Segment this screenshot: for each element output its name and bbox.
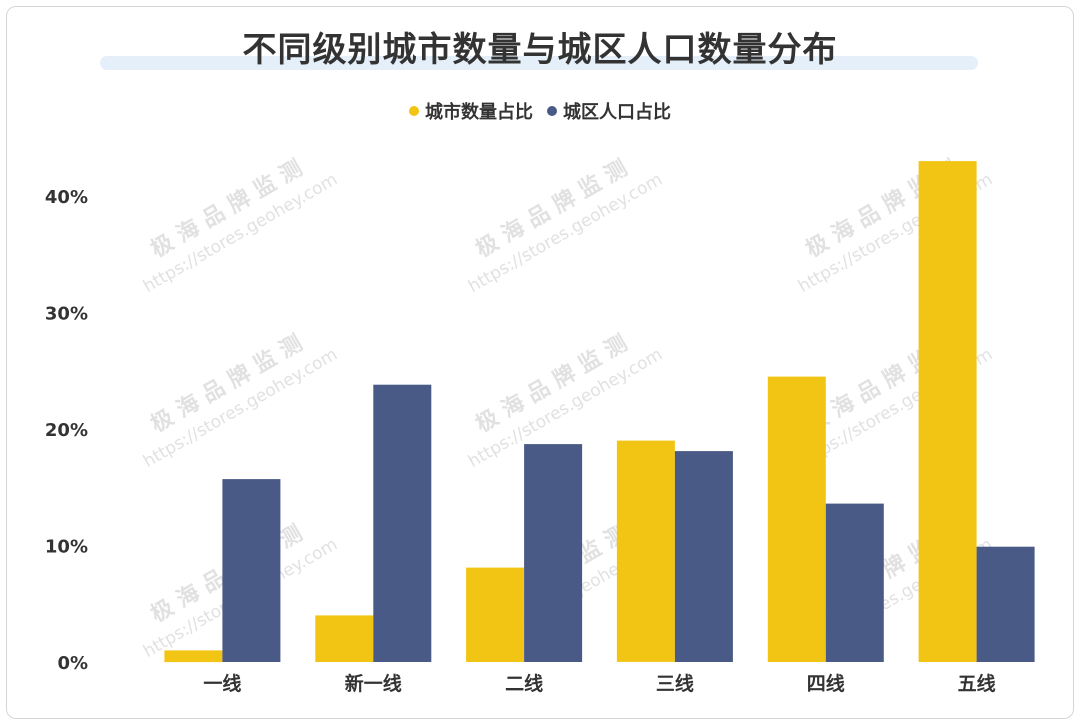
title-underline: [100, 56, 978, 70]
y-tick-label: 0%: [57, 653, 88, 674]
legend-item-urban-population: 城区人口占比: [547, 98, 671, 124]
bar-urban-population: [976, 546, 1035, 662]
legend-label-urban-population: 城区人口占比: [563, 102, 671, 123]
y-tick-label: 30%: [45, 304, 88, 325]
x-tick-label: 四线: [807, 672, 845, 695]
chart-title: 不同级别城市数量与城区人口数量分布: [242, 30, 838, 70]
legend-swatch-city-count: [409, 106, 419, 116]
bar-city-count: [315, 615, 374, 662]
x-tick-label: 新一线: [345, 672, 402, 695]
bar-city-count: [918, 161, 977, 662]
x-tick-label: 一线: [203, 672, 241, 695]
bar-city-count: [164, 650, 223, 663]
y-tick-label: 40%: [45, 187, 88, 208]
x-tick-label: 二线: [505, 672, 543, 695]
legend-item-city-count: 城市数量占比: [409, 98, 533, 124]
bar-city-count: [767, 376, 826, 662]
y-tick-label: 20%: [45, 420, 88, 441]
x-tick-label: 五线: [958, 672, 996, 695]
legend-swatch-urban-population: [547, 106, 557, 116]
y-tick-label: 10%: [45, 537, 88, 558]
bar-urban-population: [524, 444, 583, 662]
bar-city-count: [466, 567, 525, 662]
legend: 城市数量占比 城区人口占比: [0, 98, 1080, 124]
bar-urban-population: [373, 384, 432, 662]
bar-urban-population: [222, 479, 281, 662]
x-tick-label: 三线: [656, 672, 694, 695]
bar-city-count: [616, 440, 675, 662]
bar-urban-population: [674, 451, 733, 662]
bar-urban-population: [825, 503, 884, 662]
legend-label-city-count: 城市数量占比: [425, 102, 533, 123]
